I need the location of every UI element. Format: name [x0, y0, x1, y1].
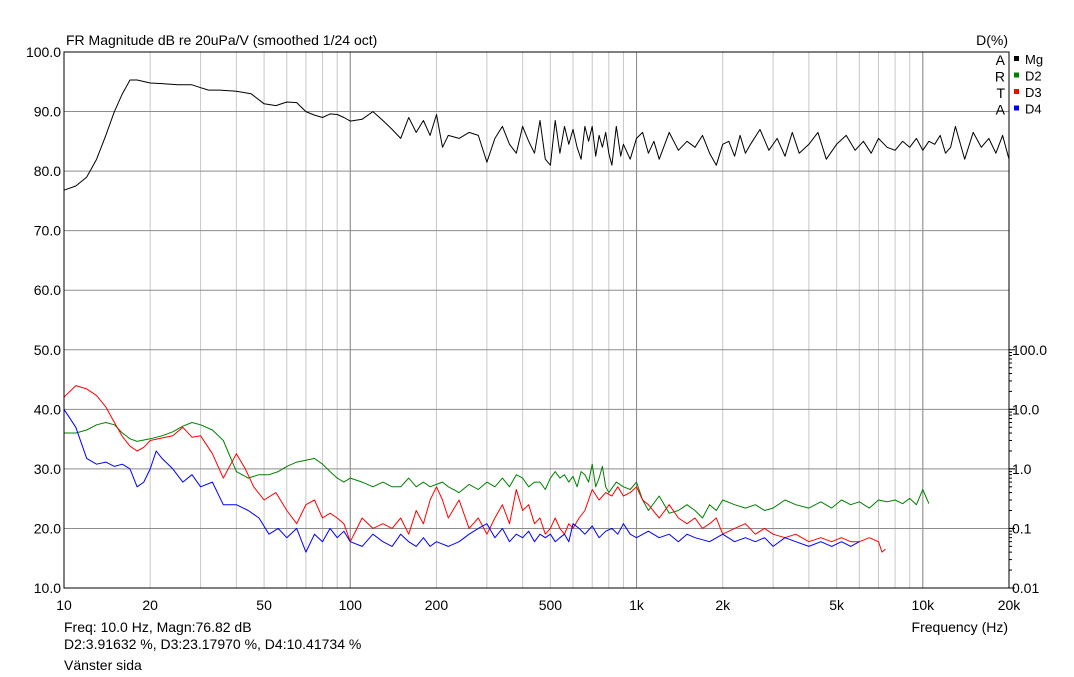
- y-tick-label: 20.0: [34, 520, 61, 536]
- x-tick-label: 10k: [912, 597, 936, 613]
- y-tick-label: 10.0: [34, 580, 61, 596]
- series-line-mg: [63, 79, 1010, 191]
- y2-tick-label: 0.01: [1012, 580, 1039, 596]
- legend-label-d2: D2: [1025, 69, 1042, 84]
- legend-label-mg: Mg: [1025, 52, 1043, 67]
- plot-frame: [63, 51, 1010, 589]
- y-tick-label: 100.0: [26, 44, 61, 60]
- arta-letter: A: [996, 52, 1006, 68]
- x-tick-label: 500: [539, 597, 563, 613]
- x-tick-label: 100: [339, 597, 363, 613]
- y-axis-ticks: 10.0 20.0 30.0 40.0 50.0 60.0 70.0 80.0 90.0 100.…: [26, 44, 61, 596]
- x-axis-label: Frequency (Hz): [912, 619, 1008, 635]
- series-line-d2: [64, 422, 930, 519]
- x-tick-label: 2k: [715, 597, 731, 613]
- y2-tick-label: 0.1: [1012, 520, 1032, 536]
- y-tick-label: 30.0: [34, 461, 61, 477]
- legend-swatch-d3: [1014, 89, 1019, 94]
- series-line-d3: [63, 385, 886, 553]
- x-axis-ticks: 10 20 50 100 200 500 1k 2k 5k 10k 20k: [56, 597, 1021, 613]
- y-tick-label: 90.0: [34, 104, 61, 120]
- y2-tick-label: 100.0: [1012, 342, 1047, 358]
- y-tick-label: 60.0: [34, 282, 61, 298]
- arta-letter: A: [996, 102, 1006, 118]
- legend-label-d4: D4: [1025, 102, 1042, 117]
- x-tick-label: 20: [142, 597, 158, 613]
- legend-swatch-mg: [1014, 56, 1019, 61]
- series-line-d4: [63, 409, 860, 553]
- x-tick-label: 50: [256, 597, 272, 613]
- x-tick-label: 1k: [629, 597, 645, 613]
- x-tick-label: 20k: [998, 597, 1022, 613]
- right-axis-title: D(%): [976, 32, 1008, 48]
- arta-letter: R: [995, 69, 1005, 85]
- cursor-readout-freq: Freq: 10.0 Hz, Magn:76.82 dB: [64, 619, 252, 635]
- y-tick-label: 50.0: [34, 342, 61, 358]
- legend-swatch-d2: [1014, 72, 1019, 78]
- major-grid: [64, 52, 1009, 588]
- y-tick-label: 80.0: [34, 163, 61, 179]
- y-tick-label: 70.0: [34, 223, 61, 239]
- x-tick-label: 200: [425, 597, 449, 613]
- y2-tick-label: 10.0: [1012, 401, 1039, 417]
- x-tick-label: 5k: [829, 597, 845, 613]
- x-tick-label: 10: [56, 597, 72, 613]
- y2-axis-ticks: 0.01 0.1 1.0 10.0 100.0: [1009, 342, 1047, 596]
- plot-series: [63, 79, 1010, 553]
- legend-label-d3: D3: [1025, 85, 1042, 100]
- y2-tick-label: 1.0: [1012, 461, 1032, 477]
- legend-swatch-d4: [1014, 105, 1019, 111]
- chart-title: FR Magnitude dB re 20uPa/V (smoothed 1/2…: [66, 32, 377, 48]
- channel-label: Vänster sida: [64, 657, 142, 673]
- y-tick-label: 40.0: [34, 401, 61, 417]
- arta-letter: T: [996, 85, 1005, 101]
- cursor-readout-distortion: D2:3.91632 %, D3:23.17970 %, D4:10.41734…: [64, 636, 361, 652]
